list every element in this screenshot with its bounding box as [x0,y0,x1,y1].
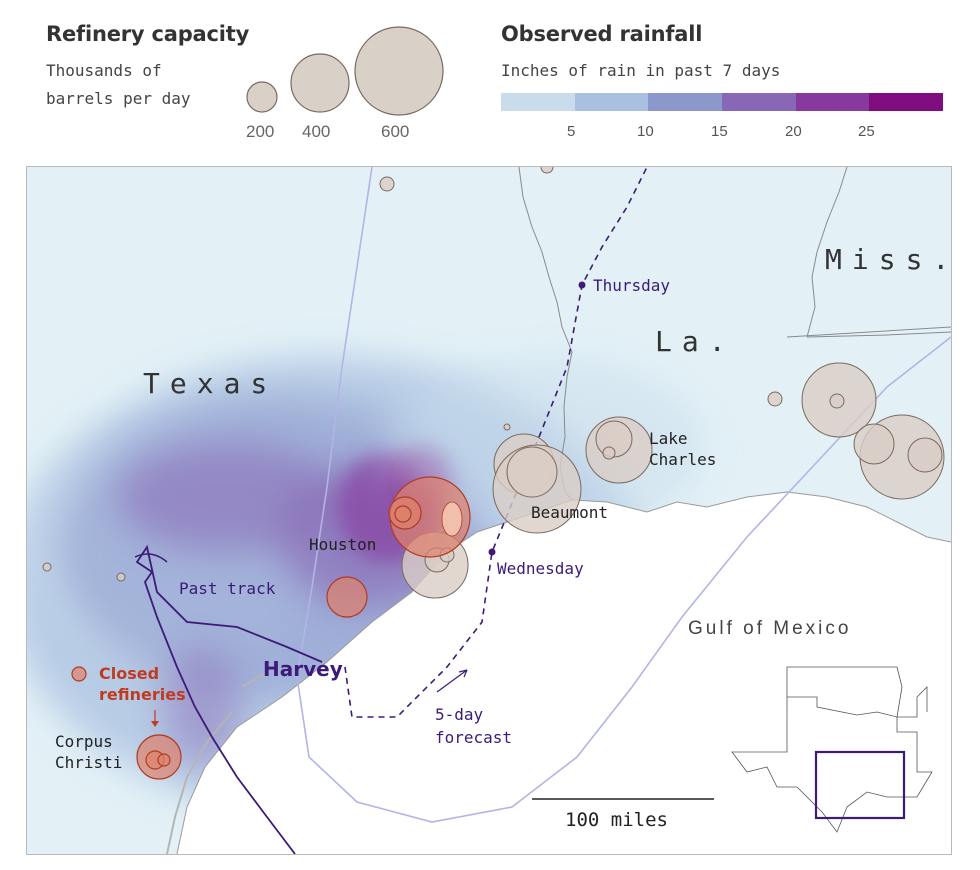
rainfall-legend-title: Observed rainfall [501,22,703,46]
rainfall-swatch [574,93,649,111]
label-gulf-of-mexico: Gulf of Mexico [688,618,852,639]
harvey-past-track [135,544,323,854]
rainfall-tick-10: 10 [637,123,654,140]
capacity-legend-title: Refinery capacity [46,22,250,46]
label-closed-1: Closed [99,664,160,683]
forecast-cone [296,167,951,823]
locator-extent-box [814,750,906,820]
capacity-legend-subtitle-2: barrels per day [46,89,191,108]
bubble-400 [290,53,350,113]
thursday-marker [578,281,586,289]
rainfall-tick-25: 25 [858,123,875,140]
rainfall-tick-20: 20 [785,123,802,140]
bubble-200 [246,81,278,113]
label-lake-charles-1: Lake [649,429,688,448]
label-houston: Houston [309,535,377,554]
rainfall-tick-5: 5 [567,123,576,140]
rainfall-swatch [795,93,870,111]
label-mississippi: Miss. [825,243,952,276]
bubble-600 [354,26,444,116]
capacity-legend-subtitle-1: Thousands of [46,61,162,80]
rainfall-color-scale [501,93,944,111]
bubble-label-400: 400 [302,122,331,141]
rainfall-swatch [648,93,723,111]
locator-map [731,666,933,833]
forecast-track [344,167,648,718]
closed-refineries [71,476,471,780]
label-closed-2: refineries [99,685,186,704]
rainfall-swatch [722,93,797,111]
forecast-arrow [436,669,468,693]
scale-bar-label: 100 miles [565,809,668,831]
houston-bay [441,501,463,537]
map-canvas [27,167,951,854]
capacity-legend-bubbles [246,26,444,116]
label-corpus-christi-1: Corpus [55,732,113,751]
label-wednesday: Wednesday [497,559,584,578]
label-louisiana: La. [655,325,736,358]
rainfall-legend-subtitle: Inches of rain in past 7 days [501,61,781,80]
label-forecast-1: 5-day [435,705,484,724]
rainfall-swatch [869,93,944,111]
wednesday-marker [488,548,496,556]
label-beaumont: Beaumont [531,503,609,522]
rainfall-tick-15: 15 [711,123,728,140]
map-panel: Texas La. Miss. Thursday Wednesday Lake … [26,166,952,855]
label-thursday: Thursday [593,276,671,295]
open-refineries [42,167,945,599]
past-track-arrow [134,553,168,563]
label-harvey: Harvey [263,657,343,681]
bubble-label-200: 200 [246,122,275,141]
label-texas: Texas [143,367,278,400]
rainfall-swatch [501,93,576,111]
label-lake-charles-2: Charles [649,450,717,469]
label-past-track: Past track [179,579,276,598]
label-corpus-christi-2: Christi [55,753,123,772]
bubble-label-600: 600 [381,122,410,141]
label-forecast-2: forecast [435,728,513,747]
